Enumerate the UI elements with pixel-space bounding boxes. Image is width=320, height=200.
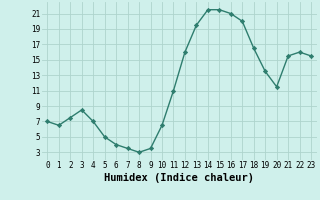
X-axis label: Humidex (Indice chaleur): Humidex (Indice chaleur) bbox=[104, 173, 254, 183]
